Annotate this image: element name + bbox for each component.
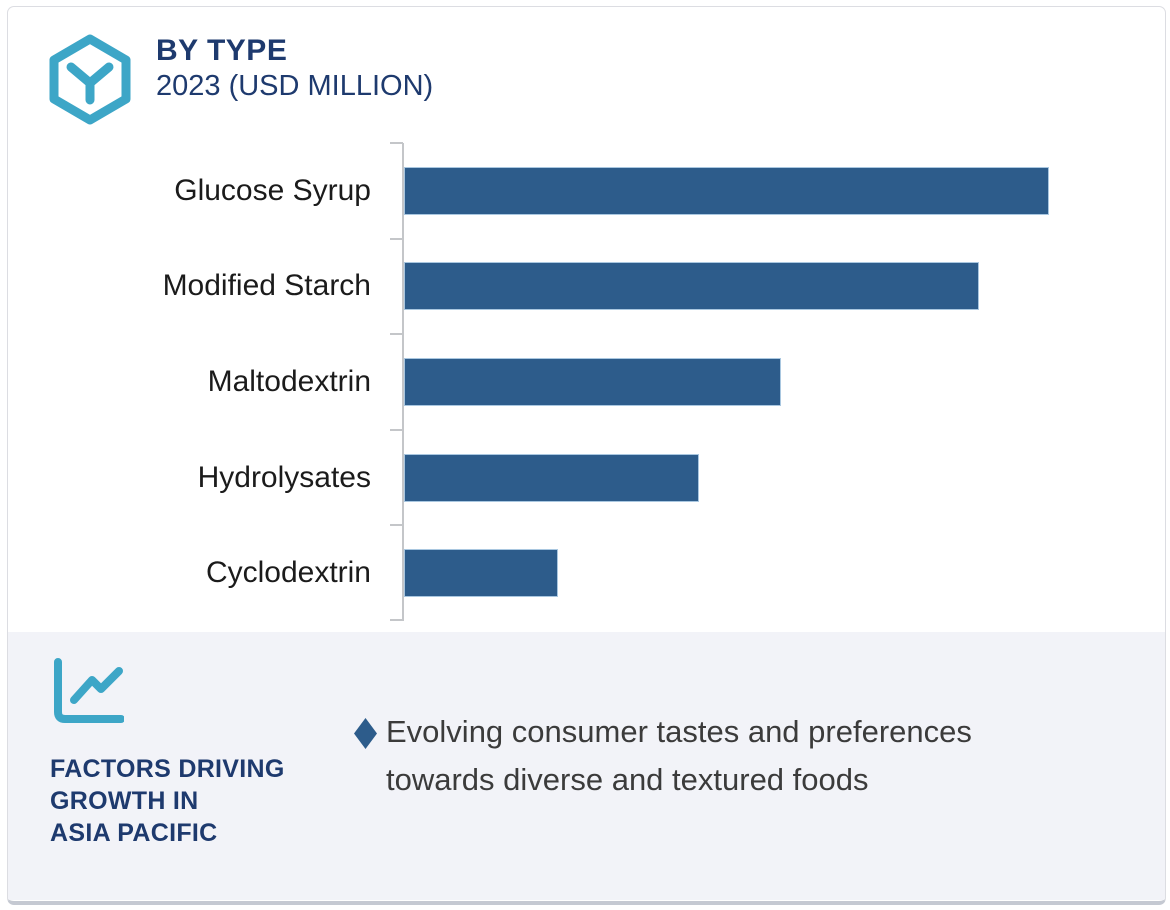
category-label-modified-starch: Modified Starch — [162, 269, 371, 303]
hexagon-y-logo-icon — [48, 34, 132, 125]
chart-subtitle: 2023 (USD MILLION) — [156, 70, 434, 102]
category-label-cyclodextrin: Cyclodextrin — [205, 556, 371, 590]
category-axis-line — [402, 143, 404, 621]
factors-heading: FACTORS DRIVING GROWTH IN ASIA PACIFIC — [50, 753, 285, 849]
bar-modified-starch — [404, 262, 979, 311]
axis-tick — [390, 333, 403, 336]
bar-row: Modified Starch — [8, 239, 1165, 335]
bar-row: Glucose Syrup — [8, 143, 1165, 239]
diamond-bullet-icon — [354, 718, 377, 754]
bar-glucose-syrup — [404, 166, 1049, 215]
factors-heading-line: ASIA PACIFIC — [50, 819, 218, 847]
infographic-card: BY TYPE 2023 (USD MILLION) Glucose Syrup… — [7, 6, 1166, 905]
axis-tick — [390, 524, 403, 527]
chart-titles: BY TYPE 2023 (USD MILLION) — [156, 34, 433, 103]
axis-tick — [390, 237, 403, 240]
axis-tick — [390, 428, 403, 431]
factor-bullet-line: Evolving consumer tastes and preferences — [386, 714, 972, 749]
category-label-hydrolysates: Hydrolysates — [197, 460, 371, 494]
factor-bullet-line: towards diverse and textured foods — [386, 762, 869, 797]
bar-row: Cyclodextrin — [8, 525, 1165, 621]
factors-heading-line: GROWTH IN — [50, 787, 199, 815]
factors-heading-line: FACTORS DRIVING — [50, 755, 285, 783]
category-label-maltodextrin: Maltodextrin — [207, 364, 371, 398]
line-chart-icon — [50, 656, 125, 728]
bar-chart: Glucose Syrup Modified Starch Maltodextr… — [8, 142, 1165, 621]
bar-row: Hydrolysates — [8, 430, 1165, 526]
factor-bullet-item: Evolving consumer tastes and preferences… — [354, 708, 972, 804]
axis-tick — [390, 142, 403, 144]
chart-title: BY TYPE — [156, 34, 288, 67]
bar-cyclodextrin — [404, 549, 559, 598]
factors-section: FACTORS DRIVING GROWTH IN ASIA PACIFIC E… — [8, 632, 1165, 900]
category-label-glucose-syrup: Glucose Syrup — [174, 173, 371, 207]
bar-hydrolysates — [404, 453, 699, 502]
bar-row: Maltodextrin — [8, 334, 1165, 430]
chart-header: BY TYPE 2023 (USD MILLION) — [8, 7, 1165, 137]
factor-bullet-text: Evolving consumer tastes and preferences… — [386, 708, 972, 804]
axis-tick — [390, 619, 403, 621]
bar-maltodextrin — [404, 357, 782, 406]
